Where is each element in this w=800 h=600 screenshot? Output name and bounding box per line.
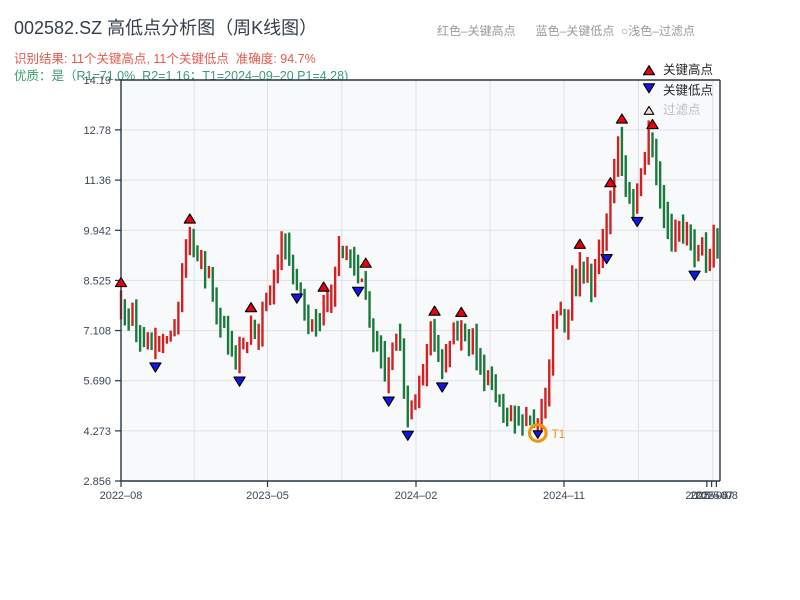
svg-text:4.273: 4.273: [83, 426, 111, 438]
svg-text:5.690: 5.690: [83, 376, 111, 388]
svg-text:关键低点: 关键低点: [663, 84, 713, 98]
svg-text:T1: T1: [552, 429, 565, 441]
svg-text:关键高点: 关键高点: [663, 62, 713, 77]
svg-text:12.78: 12.78: [83, 125, 111, 137]
svg-text:11.36: 11.36: [84, 175, 111, 187]
svg-text:2022–08: 2022–08: [100, 490, 143, 502]
svg-text:2024–02: 2024–02: [395, 490, 438, 502]
svg-text:14.19: 14.19: [83, 75, 111, 87]
svg-text:9.942: 9.942: [83, 225, 111, 237]
svg-text:2025–08: 2025–08: [695, 490, 738, 502]
svg-text:2024–11: 2024–11: [543, 490, 585, 502]
svg-text:过滤点: 过滤点: [663, 103, 701, 117]
svg-text:8.525: 8.525: [83, 275, 111, 287]
svg-text:7.108: 7.108: [83, 326, 111, 338]
svg-text:2023–05: 2023–05: [246, 490, 289, 502]
svg-text:2.856: 2.856: [83, 476, 111, 488]
